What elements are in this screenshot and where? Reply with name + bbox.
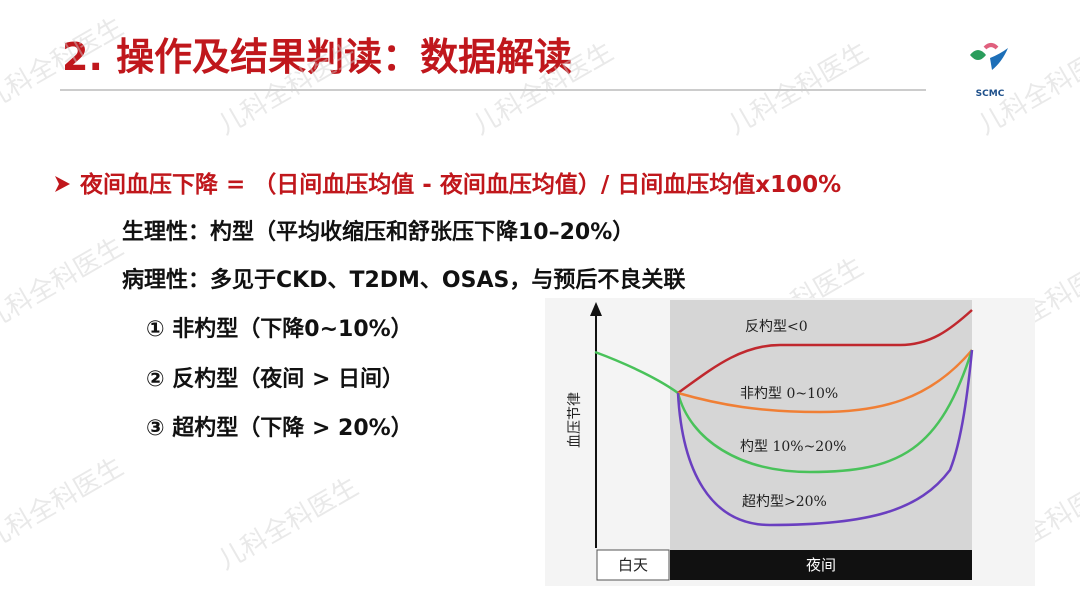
logo-text: SCMC <box>976 89 1005 99</box>
reverse-dipper-curve <box>677 309 973 395</box>
curve-label: 超杓型>20% <box>742 494 827 510</box>
figure: 血压节律 反杓型<0 非杓型 0~10% 杓型 10%~20% 超杓型>20% … <box>545 298 1035 586</box>
day-box <box>596 549 670 581</box>
list-item: ① 非杓型（下降0~10%） <box>146 316 413 342</box>
non-dipper-curve <box>677 349 973 414</box>
body-line: 病理性：多见于CKD、T2DM、OSAS，与预后不良关联 <box>122 267 685 293</box>
slide-title: 2. 操作及结果判读：数据解读 <box>62 35 572 79</box>
bullet-arrow <box>55 176 70 192</box>
night-shade <box>670 300 972 550</box>
night-label: 夜间 <box>806 556 836 574</box>
dipper-curve <box>676 349 974 474</box>
body-line: 生理性：杓型（平均收缩压和舒张压下降10–20%） <box>122 219 634 245</box>
list-item: ③ 超杓型（下降 > 20%） <box>146 415 413 441</box>
day-label: 白天 <box>618 556 648 574</box>
curve-label: 非杓型 0~10% <box>740 386 838 402</box>
curve-label: 反杓型<0 <box>745 319 808 335</box>
extreme-dipper-curve <box>676 349 974 527</box>
night-box <box>670 550 972 580</box>
day-curve <box>594 350 679 395</box>
y-axis-label: 血压节律 <box>567 392 583 448</box>
logo: SCMC <box>970 43 1008 99</box>
list-item: ② 反杓型（夜间 > 日间） <box>146 366 404 392</box>
curve-label: 杓型 10%~20% <box>740 439 846 455</box>
formula: 夜间血压下降 = （日间血压均值 - 夜间血压均值）/ 日间血压均值x100% <box>79 171 841 198</box>
axis-arrow <box>590 302 602 316</box>
